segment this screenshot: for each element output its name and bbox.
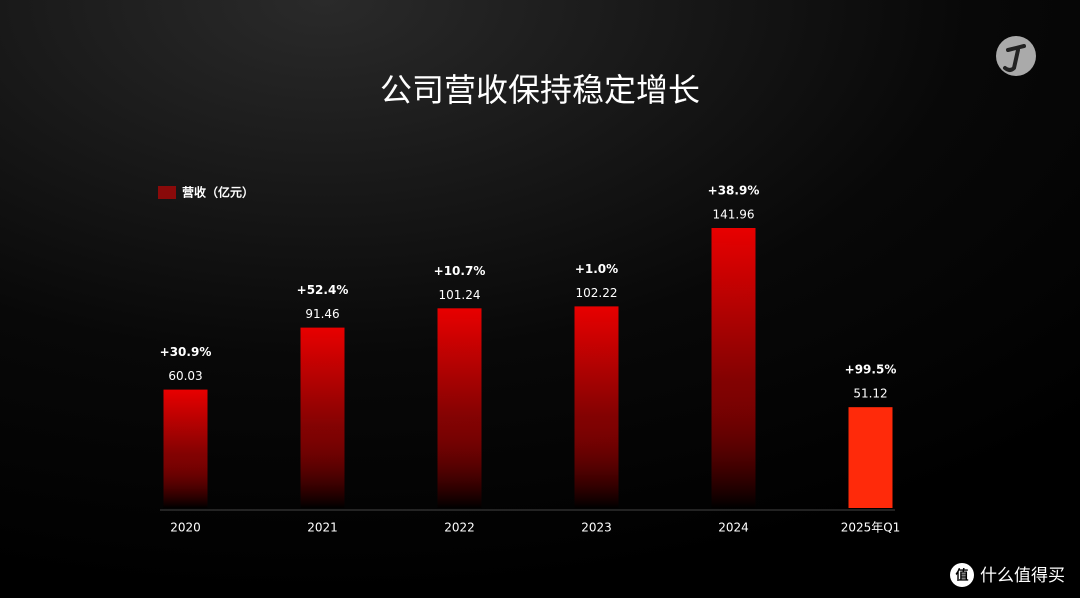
growth-label: +1.0% <box>575 262 618 276</box>
growth-label: +99.5% <box>845 363 897 377</box>
chart-title: 公司营收保持稳定增长 <box>380 71 700 109</box>
bar <box>300 327 345 508</box>
x-tick-label: 2024 <box>718 521 749 535</box>
value-label: 102.22 <box>576 286 618 300</box>
growth-label: +38.9% <box>708 184 760 198</box>
legend-label: 营收（亿元） <box>182 185 254 200</box>
watermark: 值 什么值得买 <box>950 563 1065 587</box>
bar <box>848 407 893 508</box>
x-tick-label: 2021 <box>307 521 338 535</box>
legend-swatch <box>158 186 176 199</box>
x-tick-label: 2020 <box>170 521 201 535</box>
growth-label: +30.9% <box>160 345 212 359</box>
bar <box>163 389 208 508</box>
value-label: 60.03 <box>168 369 202 383</box>
growth-label: +10.7% <box>434 264 486 278</box>
x-tick-label: 2025年Q1 <box>841 521 901 535</box>
logo <box>996 36 1036 76</box>
watermark-text: 什么值得买 <box>980 566 1065 586</box>
bar <box>574 306 619 508</box>
value-label: 141.96 <box>713 208 755 222</box>
growth-label: +52.4% <box>297 283 349 297</box>
value-label: 51.12 <box>853 387 887 401</box>
value-label: 101.24 <box>439 288 481 302</box>
bar <box>711 228 756 508</box>
bar <box>437 308 482 508</box>
x-tick-label: 2022 <box>444 521 475 535</box>
watermark-icon: 值 <box>955 568 968 584</box>
value-label: 91.46 <box>305 307 339 321</box>
x-tick-label: 2023 <box>581 521 612 535</box>
